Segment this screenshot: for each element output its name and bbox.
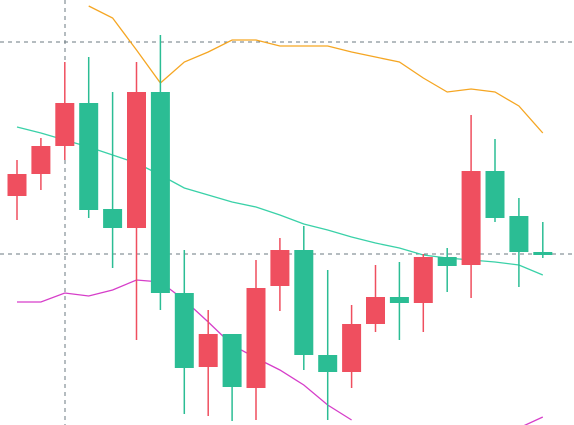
- candle-body: [79, 103, 99, 210]
- candle-body: [55, 103, 75, 146]
- candle-body: [103, 209, 123, 228]
- candle-body: [366, 297, 385, 324]
- candle-body: [246, 288, 266, 388]
- candle-body: [533, 252, 553, 255]
- candle-body: [509, 216, 529, 252]
- candle-body: [198, 334, 218, 367]
- candle-body: [270, 250, 290, 286]
- candle-body: [174, 293, 194, 368]
- candle-body: [318, 355, 338, 372]
- candle-body: [294, 250, 314, 355]
- candle-body: [461, 171, 481, 265]
- candle-body: [437, 257, 457, 266]
- candle-body: [413, 257, 433, 303]
- candle-body: [342, 324, 362, 372]
- candle-body: [222, 334, 242, 387]
- candle-body: [485, 171, 505, 218]
- candle-body: [127, 92, 146, 228]
- candle-body: [150, 92, 170, 293]
- candle-body: [389, 297, 409, 303]
- candle-body: [31, 146, 51, 174]
- candle-body: [7, 174, 27, 196]
- indicator-line: [88, 5, 544, 134]
